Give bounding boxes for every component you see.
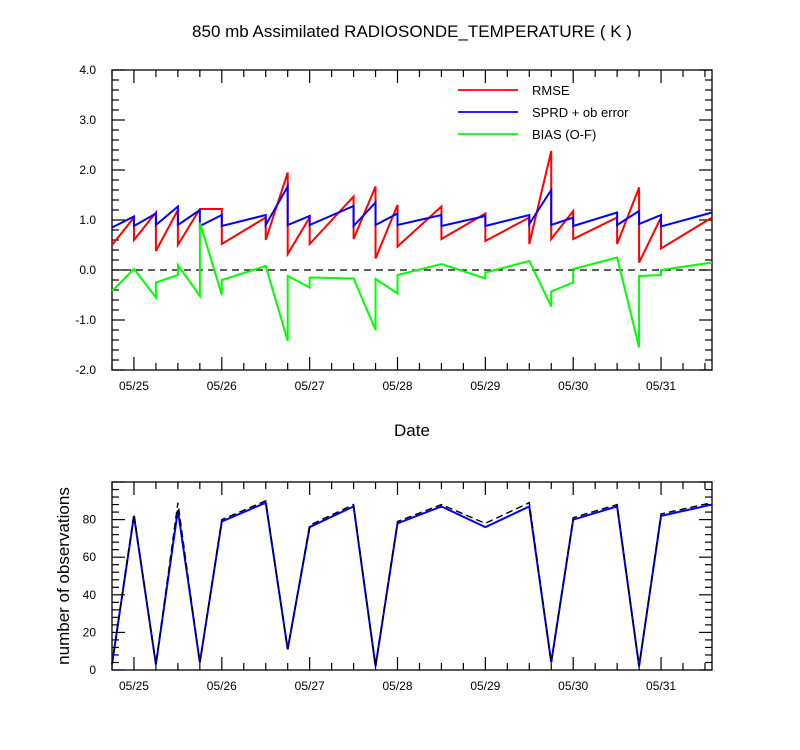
bottom-y-tick-label: 60	[83, 550, 97, 564]
bottom-x-tick-label: 05/30	[558, 679, 588, 693]
bottom-series-observations-used	[111, 501, 713, 667]
top-y-tick-label: -1.0	[75, 313, 96, 327]
bottom-plot-frame	[111, 481, 713, 671]
legend-label-sprd: SPRD + ob error	[532, 105, 629, 120]
bottom-x-tick-label: 05/31	[646, 679, 676, 693]
top-tick-marks	[111, 69, 712, 371]
x-axis-title: Date	[394, 421, 430, 440]
legend-item-bias: BIAS (O-F)	[458, 127, 596, 142]
bottom-y-tick-label: 40	[83, 588, 97, 602]
legend-label-rmse: RMSE	[532, 83, 570, 98]
top-x-tick-label: 05/31	[646, 379, 676, 393]
legend-label-bias: BIAS (O-F)	[532, 127, 596, 142]
bottom-y-tick-label: 0	[89, 663, 96, 677]
legend: RMSE SPRD + ob error BIAS (O-F)	[458, 83, 629, 142]
top-x-tick-labels: 05/25 05/26 05/27 05/28 05/29 05/30 05/31	[119, 379, 676, 393]
top-series-rmse	[111, 150, 713, 263]
bottom-tick-marks	[111, 481, 712, 671]
chart-title: 850 mb Assimilated RADIOSONDE_TEMPERATUR…	[192, 22, 632, 41]
top-series-bias-o-f	[111, 222, 713, 348]
top-y-tick-label: 2.0	[79, 163, 96, 177]
top-x-tick-label: 05/26	[207, 379, 237, 393]
top-y-tick-label: 3.0	[79, 113, 96, 127]
top-y-tick-label: 1.0	[79, 213, 96, 227]
legend-item-rmse: RMSE	[458, 83, 570, 98]
top-panel: -2.0-1.00.01.02.03.04.0 05/25 05/26 05/27 0…	[75, 63, 713, 440]
top-y-tick-labels: -2.0 -1.0 0.0 1.0 2.0 3.0 4.0	[75, 63, 96, 377]
top-y-tick-label: 4.0	[79, 63, 96, 77]
top-y-tick-label: 0.0	[79, 263, 96, 277]
top-y-tick-label: -2.0	[75, 363, 96, 377]
top-x-tick-label: 05/27	[295, 379, 325, 393]
top-series-lines	[111, 150, 713, 348]
bottom-y-tick-labels: 0 20 40 60 80	[83, 513, 97, 677]
bottom-y-tick-label: 20	[83, 625, 97, 639]
bottom-y-tick-label: 80	[83, 513, 97, 527]
bottom-x-tick-label: 05/29	[470, 679, 500, 693]
bottom-series-observations-possible	[111, 499, 713, 667]
bottom-x-tick-label: 05/25	[119, 679, 149, 693]
bottom-x-tick-label: 05/26	[207, 679, 237, 693]
top-x-tick-label: 05/30	[558, 379, 588, 393]
top-x-tick-label: 05/29	[470, 379, 500, 393]
bottom-panel: 0 20 40 60 80 05/25 05/26 05/27 05/28 05/29 05/30…	[54, 481, 713, 693]
bottom-x-tick-label: 05/27	[295, 679, 325, 693]
bottom-x-tick-label: 05/28	[382, 679, 412, 693]
legend-item-sprd: SPRD + ob error	[458, 105, 629, 120]
top-x-tick-label: 05/25	[119, 379, 149, 393]
y-axis-title-observations: number of observations	[54, 487, 73, 665]
bottom-x-tick-labels: 05/25 05/26 05/27 05/28 05/29 05/30 05/31	[119, 679, 676, 693]
top-x-tick-label: 05/28	[382, 379, 412, 393]
top-series-sprd-ob-error	[111, 182, 713, 229]
bottom-series-lines	[111, 499, 713, 667]
